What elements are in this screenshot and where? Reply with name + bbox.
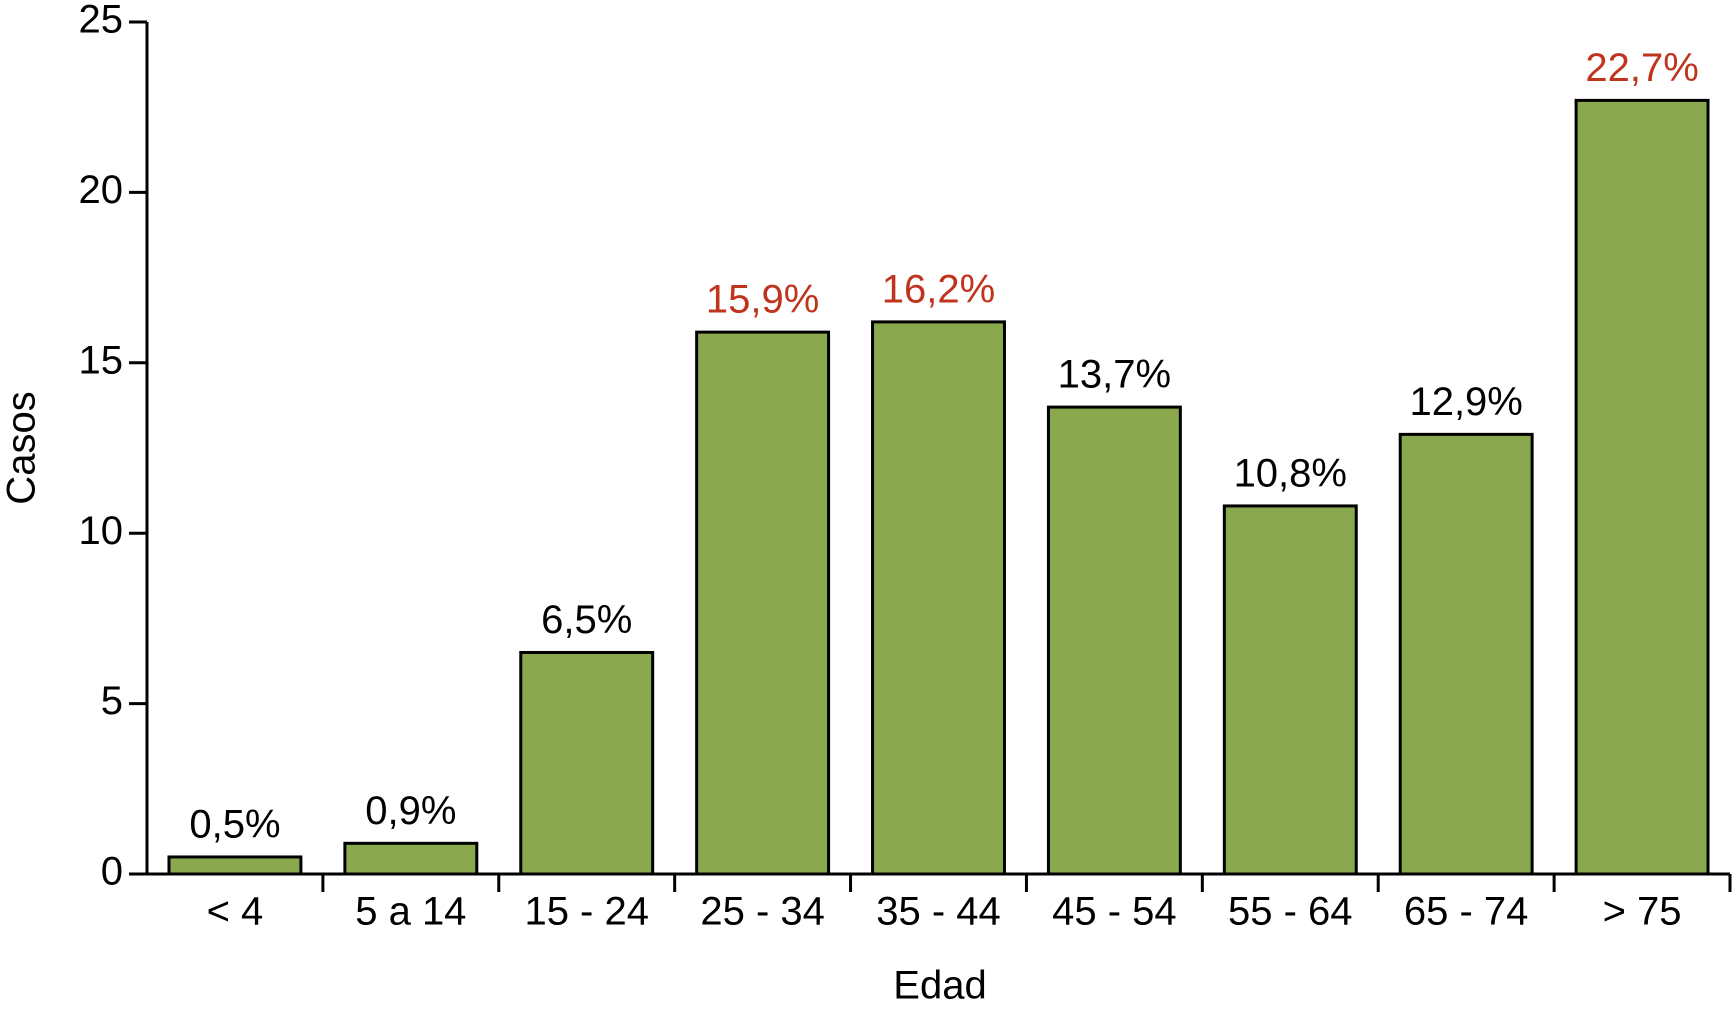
y-tick-label: 20	[79, 168, 124, 212]
value-label: 0,5%	[189, 803, 280, 847]
y-tick-label: 5	[101, 679, 123, 723]
x-tick-label: 35 - 44	[876, 890, 1001, 934]
value-label: 22,7%	[1585, 46, 1698, 90]
y-tick-label: 25	[79, 0, 124, 42]
y-axis-label: Casos	[0, 391, 44, 504]
y-tick-label: 0	[101, 850, 123, 894]
value-label: 13,7%	[1058, 353, 1171, 397]
x-axis-label: Edad	[893, 964, 986, 1008]
bar	[1574, 98, 1710, 876]
x-tick-label: 45 - 54	[1052, 890, 1177, 934]
bar	[695, 330, 831, 876]
x-tick-label: > 75	[1603, 890, 1682, 934]
bar	[1046, 405, 1182, 876]
value-label: 16,2%	[882, 267, 995, 311]
value-label: 15,9%	[706, 278, 819, 322]
value-label: 10,8%	[1234, 451, 1347, 495]
value-label: 12,9%	[1409, 380, 1522, 424]
value-label: 6,5%	[541, 598, 632, 642]
bar	[167, 855, 303, 876]
x-tick-label: 25 - 34	[700, 890, 825, 934]
bar	[1222, 504, 1358, 876]
y-tick-label: 15	[79, 338, 124, 382]
bar	[871, 320, 1006, 876]
x-tick-label: 15 - 24	[524, 890, 649, 934]
x-tick-label: 5 a 14	[355, 890, 466, 934]
bar	[1398, 432, 1534, 876]
y-tick-label: 10	[79, 509, 124, 553]
bar	[519, 650, 655, 876]
x-tick-label: 55 - 64	[1228, 890, 1353, 934]
bar	[343, 841, 479, 876]
x-tick-label: < 4	[207, 890, 264, 934]
value-label: 0,9%	[365, 789, 456, 833]
x-tick-label: 65 - 74	[1404, 890, 1529, 934]
